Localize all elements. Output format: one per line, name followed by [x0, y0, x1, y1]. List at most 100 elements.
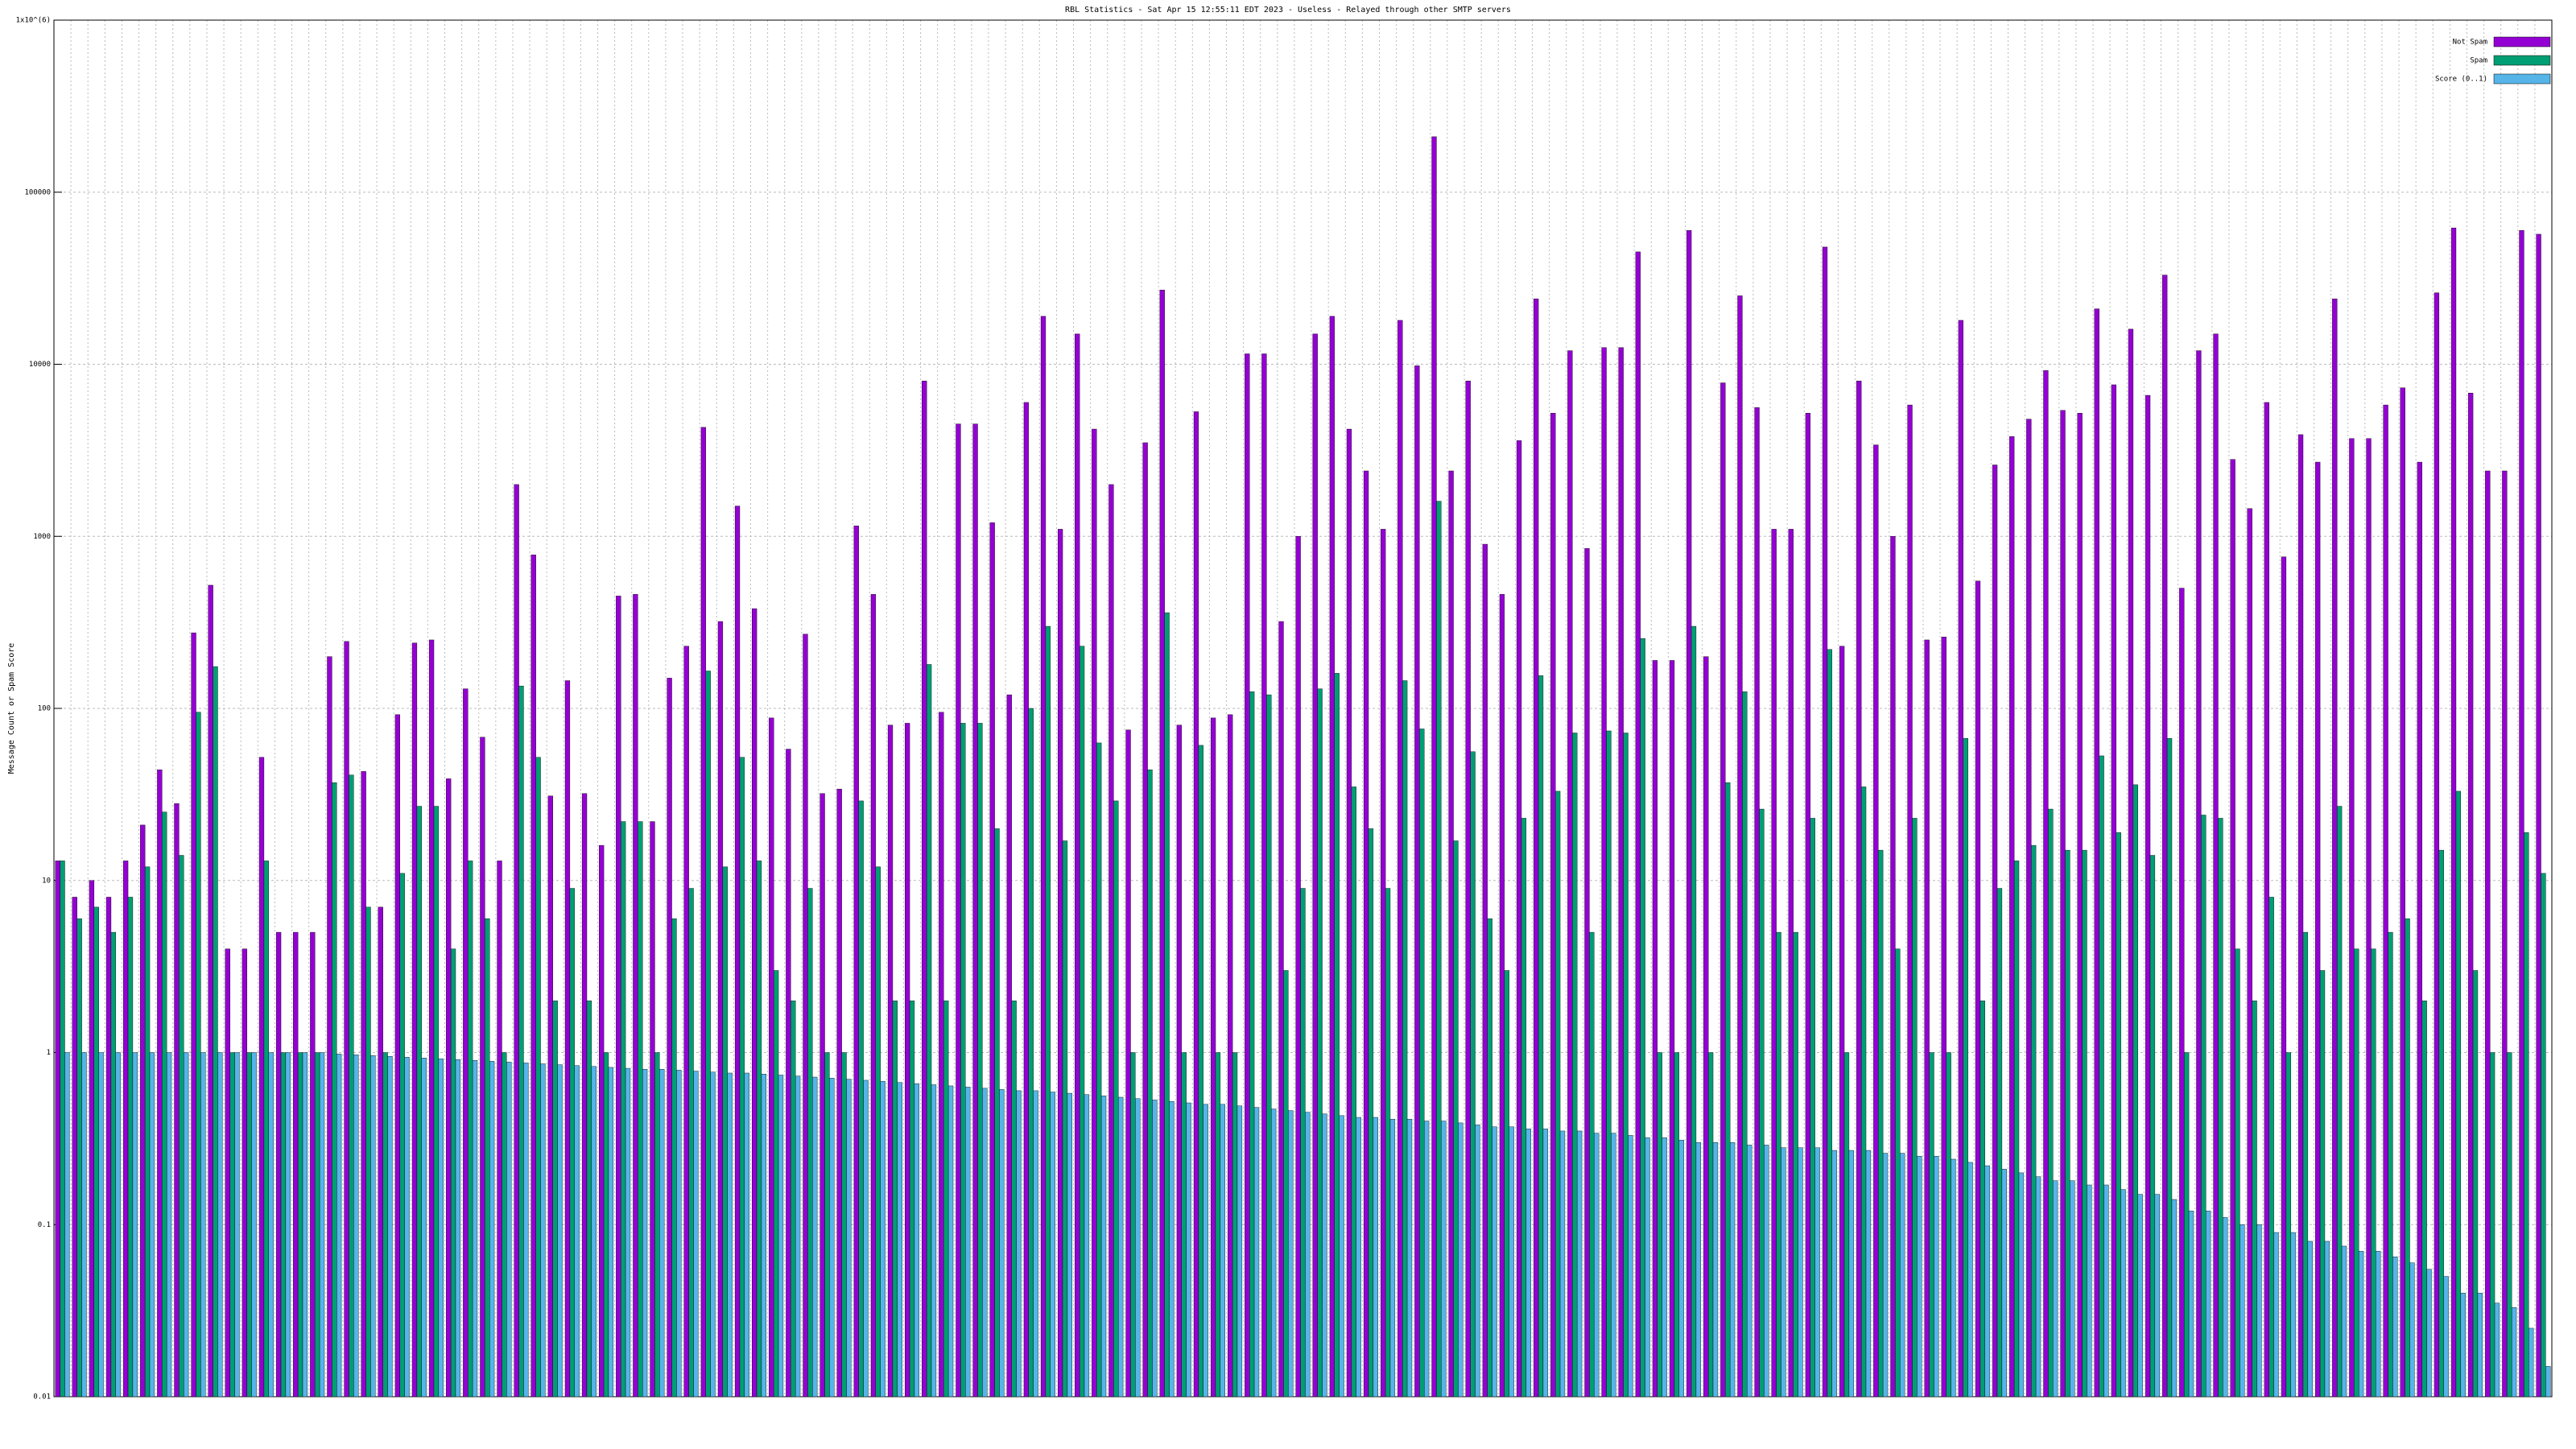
bar	[1703, 656, 1709, 1397]
bar	[1033, 1090, 1038, 1397]
bar	[1843, 1052, 1850, 1397]
bar	[1475, 1125, 1480, 1397]
bar	[404, 1057, 410, 1397]
bar	[1346, 428, 1352, 1397]
bar	[1011, 1000, 1017, 1397]
bar	[518, 685, 524, 1397]
bar	[1669, 660, 1675, 1397]
bar	[1924, 639, 1930, 1397]
bar	[863, 1080, 869, 1397]
bar	[1662, 1137, 1667, 1397]
bar	[1492, 1126, 1497, 1397]
bar	[421, 1058, 427, 1397]
bar	[710, 1071, 716, 1397]
bar	[2060, 410, 2066, 1397]
bar	[693, 1071, 699, 1397]
bar	[1334, 673, 1340, 1397]
bar	[1771, 529, 1777, 1397]
bar	[1253, 1107, 1260, 1397]
bar	[947, 1085, 954, 1397]
bar	[530, 555, 536, 1397]
bar	[344, 641, 349, 1397]
bar	[671, 918, 677, 1397]
bar	[1389, 1119, 1396, 1397]
bar	[734, 506, 741, 1397]
bar	[2247, 508, 2252, 1397]
bar	[105, 897, 112, 1397]
bar	[2087, 1184, 2092, 1397]
bar	[994, 828, 1000, 1397]
bar	[1678, 1140, 1684, 1397]
bar	[581, 793, 588, 1397]
chart-title: RBL Statistics - Sat Apr 15 12:55:11 EDT…	[1065, 6, 1511, 14]
bar	[591, 1066, 597, 1397]
bar	[2001, 1169, 2007, 1397]
bar	[225, 948, 230, 1397]
bar	[2099, 755, 2104, 1397]
bar	[1788, 529, 1794, 1397]
bar	[739, 757, 745, 1397]
bar	[2281, 556, 2287, 1397]
bar	[166, 1052, 172, 1397]
bar	[217, 1052, 223, 1397]
bar	[756, 861, 762, 1397]
bar	[2405, 918, 2410, 1397]
bar	[1419, 729, 1425, 1397]
bar	[1431, 136, 1437, 1397]
bar	[778, 1075, 784, 1397]
bar	[2417, 461, 2422, 1397]
bar	[1764, 1145, 1769, 1397]
bar	[812, 1076, 818, 1397]
bar	[1317, 688, 1323, 1397]
bar	[55, 861, 60, 1397]
legend-swatch	[2493, 55, 2551, 66]
bar	[700, 427, 706, 1397]
bar	[1707, 1052, 1714, 1397]
bar	[599, 844, 605, 1397]
bar	[846, 1079, 852, 1397]
bar	[2111, 384, 2116, 1397]
bar	[140, 824, 146, 1397]
bar	[1742, 691, 1748, 1397]
bar	[2468, 393, 2474, 1397]
bar	[1720, 382, 1726, 1397]
bar	[1729, 1142, 1736, 1397]
bar	[2443, 1276, 2449, 1397]
bar	[378, 906, 383, 1397]
bar	[1062, 840, 1068, 1397]
bar	[2349, 438, 2355, 1397]
bar	[2149, 855, 2156, 1397]
bar	[2366, 438, 2372, 1397]
bar	[989, 522, 995, 1397]
bar	[922, 381, 927, 1397]
bar	[1057, 529, 1063, 1397]
bar	[2070, 1180, 2075, 1397]
bar	[2434, 292, 2440, 1397]
bar	[319, 1052, 325, 1397]
bar	[1538, 675, 1544, 1397]
bar	[1470, 751, 1476, 1397]
bar	[1882, 1153, 1889, 1397]
bar	[1067, 1092, 1072, 1397]
bar	[2541, 873, 2546, 1397]
bar	[2171, 1199, 2178, 1397]
bar	[365, 906, 371, 1397]
bar	[2371, 948, 2376, 1397]
bar	[349, 774, 354, 1397]
bar	[1108, 484, 1114, 1397]
bar	[1618, 347, 1624, 1397]
bar	[179, 855, 184, 1397]
y-tick-label: 10000	[29, 361, 51, 369]
bar	[638, 821, 643, 1397]
bar	[268, 1052, 274, 1397]
bar	[327, 656, 332, 1397]
bar	[744, 1072, 749, 1397]
legend-label: Spam	[2470, 57, 2487, 65]
bar	[1368, 828, 1374, 1397]
bar	[791, 1000, 796, 1397]
bar	[870, 594, 877, 1397]
bar	[1606, 730, 1612, 1397]
bar	[1414, 365, 1420, 1397]
bar	[2337, 806, 2343, 1397]
bar	[382, 1052, 388, 1397]
